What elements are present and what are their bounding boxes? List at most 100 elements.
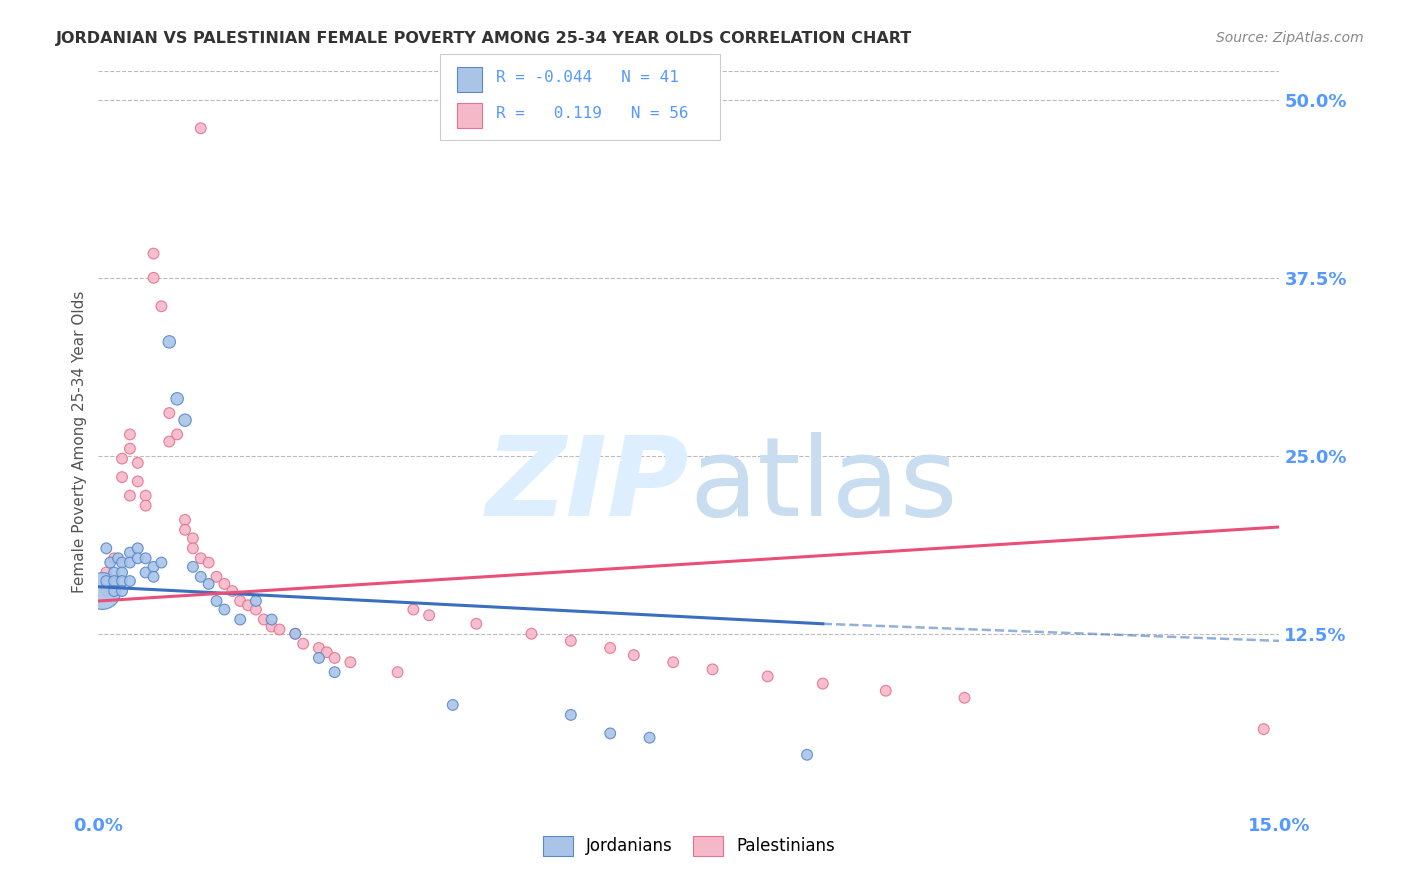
Text: Source: ZipAtlas.com: Source: ZipAtlas.com bbox=[1216, 31, 1364, 45]
Point bbox=[174, 523, 197, 537]
Point bbox=[111, 574, 134, 588]
Point bbox=[1253, 722, 1275, 736]
Point bbox=[96, 574, 118, 588]
Text: atlas: atlas bbox=[689, 433, 957, 540]
Point bbox=[441, 698, 464, 712]
Point bbox=[245, 602, 267, 616]
Point bbox=[284, 626, 307, 640]
Point bbox=[315, 645, 337, 659]
Point bbox=[127, 456, 149, 470]
Point bbox=[174, 513, 197, 527]
Point bbox=[91, 584, 114, 599]
Point bbox=[150, 556, 173, 570]
Point bbox=[103, 574, 125, 588]
Point bbox=[756, 669, 779, 683]
Point bbox=[181, 541, 204, 556]
Point bbox=[103, 551, 125, 566]
Point bbox=[103, 584, 125, 599]
Y-axis label: Female Poverty Among 25-34 Year Olds: Female Poverty Among 25-34 Year Olds bbox=[72, 291, 87, 592]
Point bbox=[323, 651, 346, 665]
Point bbox=[118, 489, 141, 503]
Point bbox=[253, 613, 276, 627]
Point bbox=[166, 427, 188, 442]
Point bbox=[157, 406, 180, 420]
Point bbox=[157, 334, 180, 349]
Point bbox=[96, 566, 118, 580]
Point bbox=[118, 546, 141, 560]
Text: JORDANIAN VS PALESTINIAN FEMALE POVERTY AMONG 25-34 YEAR OLDS CORRELATION CHART: JORDANIAN VS PALESTINIAN FEMALE POVERTY … bbox=[56, 31, 912, 46]
Point bbox=[205, 594, 228, 608]
Point bbox=[560, 633, 582, 648]
Point bbox=[118, 556, 141, 570]
Point bbox=[229, 613, 252, 627]
Point bbox=[190, 121, 212, 136]
Point bbox=[339, 655, 361, 669]
Point bbox=[103, 566, 125, 580]
Point bbox=[214, 577, 236, 591]
Point bbox=[118, 574, 141, 588]
Point bbox=[702, 662, 724, 676]
Point bbox=[197, 556, 219, 570]
Point bbox=[269, 623, 291, 637]
Text: R = -0.044   N = 41: R = -0.044 N = 41 bbox=[496, 70, 679, 85]
Point bbox=[236, 599, 259, 613]
Point bbox=[142, 570, 165, 584]
Point bbox=[387, 665, 409, 680]
Point bbox=[142, 559, 165, 574]
Point bbox=[221, 584, 243, 599]
Point bbox=[118, 427, 141, 442]
Point bbox=[98, 556, 121, 570]
Point bbox=[260, 613, 283, 627]
Point bbox=[190, 570, 212, 584]
Point bbox=[308, 640, 330, 655]
Point bbox=[418, 608, 440, 623]
Point bbox=[953, 690, 976, 705]
Point bbox=[638, 731, 661, 745]
Point bbox=[96, 584, 118, 599]
Point bbox=[662, 655, 685, 669]
Point bbox=[135, 566, 157, 580]
Point bbox=[111, 584, 134, 599]
Text: R =   0.119   N = 56: R = 0.119 N = 56 bbox=[496, 106, 689, 120]
Point bbox=[142, 246, 165, 260]
Point bbox=[560, 707, 582, 722]
Point bbox=[875, 683, 897, 698]
Point bbox=[127, 541, 149, 556]
Point bbox=[135, 489, 157, 503]
Point bbox=[465, 616, 488, 631]
Point bbox=[111, 451, 134, 466]
Point bbox=[118, 442, 141, 456]
Point bbox=[103, 574, 125, 588]
Point bbox=[260, 619, 283, 633]
Point bbox=[190, 551, 212, 566]
Point bbox=[599, 640, 621, 655]
Point bbox=[402, 602, 425, 616]
Legend: Jordanians, Palestinians: Jordanians, Palestinians bbox=[536, 829, 842, 863]
Point bbox=[127, 551, 149, 566]
Point bbox=[135, 499, 157, 513]
Point bbox=[214, 602, 236, 616]
Point bbox=[174, 413, 197, 427]
Point bbox=[166, 392, 188, 406]
Point bbox=[308, 651, 330, 665]
Point bbox=[811, 676, 834, 690]
Point bbox=[111, 470, 134, 484]
Point bbox=[229, 594, 252, 608]
Point bbox=[127, 475, 149, 489]
Point bbox=[135, 551, 157, 566]
Point bbox=[292, 637, 315, 651]
Point bbox=[205, 570, 228, 584]
Point bbox=[284, 626, 307, 640]
Point bbox=[197, 577, 219, 591]
Point bbox=[623, 648, 645, 662]
Point bbox=[520, 626, 543, 640]
Point bbox=[111, 556, 134, 570]
Point bbox=[323, 665, 346, 680]
Point bbox=[142, 270, 165, 285]
Text: ZIP: ZIP bbox=[485, 433, 689, 540]
Point bbox=[599, 726, 621, 740]
Point bbox=[96, 541, 118, 556]
Point bbox=[111, 566, 134, 580]
Point bbox=[107, 551, 129, 566]
Point bbox=[245, 594, 267, 608]
